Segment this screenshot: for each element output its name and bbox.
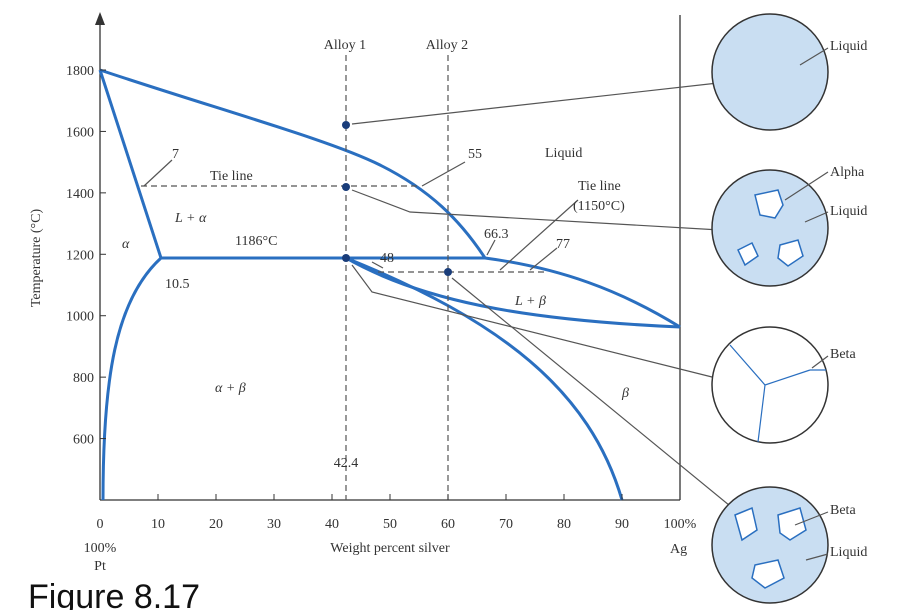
caption: Figure 8.17 [28,578,200,610]
x-tick-label: 90 [615,517,629,532]
composition-label: 77 [556,237,570,252]
leader [452,278,735,510]
composition-label: 66.3 [484,227,509,242]
x-tick-label: 60 [441,517,455,532]
leader [422,162,465,186]
x-tick-label: 10 [151,517,165,532]
micrograph-label: Liquid [830,545,867,560]
x-end-element: Ag [670,542,687,557]
x-tick-label: 20 [209,517,223,532]
leader [144,160,172,186]
beta-solvus [346,258,622,500]
leader [352,83,718,124]
y-tick-label: 800 [73,371,94,386]
micrograph-label: Beta [830,503,856,518]
leader [352,265,716,378]
leader [530,248,557,270]
x-start-label: 100% [84,541,117,556]
composition-label: 48 [380,251,394,266]
point [342,254,350,262]
y-axis-label: Temperature (°C) [29,209,44,308]
micrograph-label: Beta [830,347,856,362]
micrograph-label: Liquid [830,39,867,54]
y-tick-label: 1400 [66,187,94,202]
alpha-solvus [103,258,161,500]
beta-solidus [346,258,680,327]
leader [487,240,495,255]
composition-label: 7 [172,147,179,162]
micrograph-circle [712,327,828,443]
point [342,183,350,191]
region-label: β [621,386,629,401]
micrograph: Beta Liquid [712,487,867,603]
point [444,268,452,276]
tie-line-label: Tie line [210,169,253,184]
tie-line-label: Tie line [578,179,621,194]
region-label: α + β [215,381,246,396]
region-label: L + α [174,211,207,226]
point [342,121,350,129]
temperature-label: 1186°C [235,234,277,249]
region-label: Liquid [545,146,582,161]
region-label: L + β [514,294,546,309]
axis-arrow [95,12,105,25]
y-tick-label: 1800 [66,64,94,79]
y-tick-label: 1600 [66,125,94,140]
micrograph-circle [712,170,828,286]
x-tick-label: 30 [267,517,281,532]
micrograph-label: Alpha [830,165,865,180]
liquidus [100,70,485,258]
x-tick-label: 70 [499,517,513,532]
x-tick-label: 80 [557,517,571,532]
alpha-solidus [100,70,161,258]
leader [352,190,720,230]
micrograph-label: Liquid [830,204,867,219]
points [342,121,452,276]
x-end-label: 100% [664,517,697,532]
y-tick-label: 600 [73,433,94,448]
composition-label: 42.4 [334,456,359,471]
region-label: α [122,237,130,252]
leader [500,200,578,270]
alloy-label: Alloy 2 [426,38,468,53]
diagram: Temperature (°C) Weight percent silver 1… [0,0,902,610]
composition-label: 10.5 [165,277,190,292]
micrograph: Alpha Liquid [712,165,867,286]
tie-line-label: (1150°C) [573,199,625,214]
x-start-element: Pt [94,559,106,574]
composition-label: 55 [468,147,482,162]
micrograph: Beta [712,327,856,443]
y-tick-label: 1200 [66,248,94,263]
x-tick-label: 0 [97,517,104,532]
x-tick-label: 40 [325,517,339,532]
x-axis-label: Weight percent silver [330,541,450,556]
y-tick-label: 1000 [66,310,94,325]
beta-liquidus [485,258,680,327]
alloy-label: Alloy 1 [324,38,366,53]
micrograph: Liquid [712,14,867,130]
micrograph-circle [712,14,828,130]
x-tick-label: 50 [383,517,397,532]
